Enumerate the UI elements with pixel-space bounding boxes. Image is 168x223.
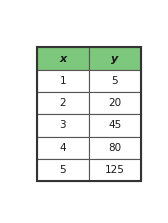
Text: 5: 5: [111, 76, 118, 86]
Bar: [89, 159, 141, 181]
Bar: [37, 159, 89, 181]
Text: x: x: [59, 54, 66, 64]
Bar: [37, 137, 89, 159]
Bar: [89, 47, 141, 70]
Text: 2: 2: [59, 98, 66, 108]
Bar: [89, 137, 141, 159]
Text: 20: 20: [108, 98, 121, 108]
Text: 45: 45: [108, 120, 121, 130]
Text: 4: 4: [59, 143, 66, 153]
Text: 125: 125: [105, 165, 125, 175]
Bar: [89, 70, 141, 92]
Text: 5: 5: [59, 165, 66, 175]
Bar: [37, 70, 89, 92]
Text: 1: 1: [59, 76, 66, 86]
Bar: [37, 47, 141, 181]
Bar: [37, 47, 89, 70]
Bar: [37, 92, 89, 114]
Bar: [37, 114, 89, 137]
Text: 3: 3: [59, 120, 66, 130]
Bar: [89, 92, 141, 114]
Bar: [89, 114, 141, 137]
Text: 80: 80: [108, 143, 121, 153]
Text: y: y: [111, 54, 118, 64]
